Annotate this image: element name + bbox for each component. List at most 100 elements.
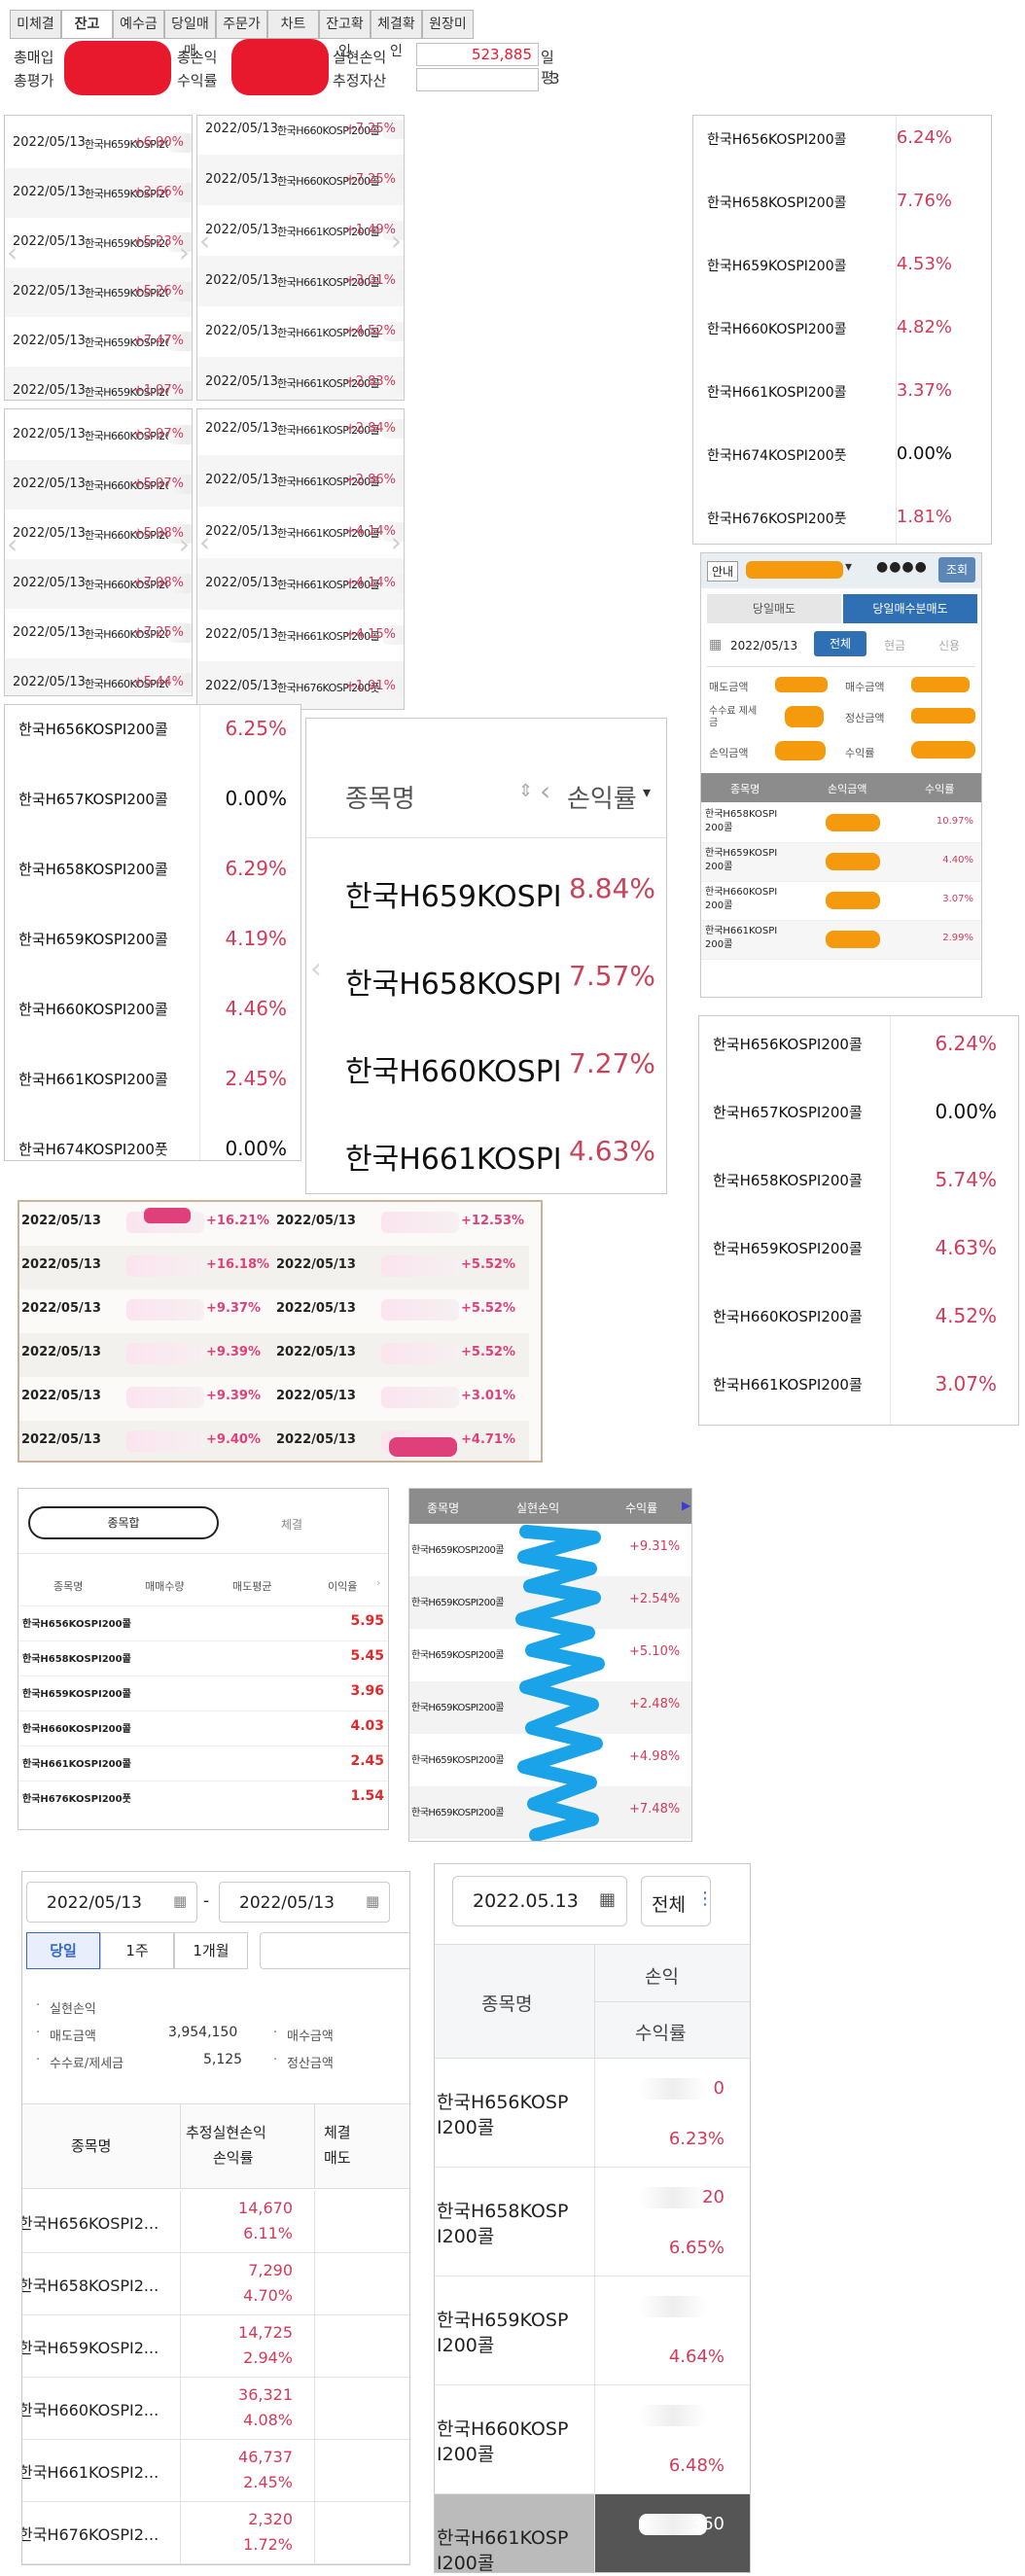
item-name: 한국H658KOSPI [345, 968, 562, 1002]
return-value: 1.81% [896, 507, 952, 527]
chevron-down-icon[interactable]: ▾ [845, 559, 853, 575]
calendar-icon[interactable]: ▦ [599, 1889, 617, 1910]
item-name: 한국H661KOSPI2... [21, 2463, 159, 2482]
total-eval-label: 총평가 [14, 72, 54, 89]
tab-balance[interactable]: 잔고 [61, 10, 113, 39]
table-row[interactable]: 한국H659KOSP I200콜 4.64% [435, 2276, 750, 2385]
calendar-icon[interactable]: ▦ [709, 637, 723, 653]
blurred-amount [168, 524, 192, 544]
chevron-right-icon[interactable]: › [376, 1576, 381, 1589]
tab-daily-trade[interactable]: 당일매매 [164, 10, 216, 59]
period-1month-button[interactable]: 1개월 [174, 1932, 248, 1969]
date-to-field[interactable]: 2022/05/13 ▦ [219, 1882, 390, 1923]
date-value[interactable]: 2022/05/13 [730, 639, 798, 653]
divider [594, 2001, 750, 2002]
item-name: 한국H661KOSPI200콜 [277, 377, 380, 390]
item-name: 한국H659KOSPI2... [21, 2339, 159, 2357]
blurred-amount [382, 322, 404, 341]
tab-unfilled[interactable]: 미체결 [10, 10, 61, 39]
tab-execution-check[interactable]: 체결확인 [371, 10, 422, 59]
sort-down-icon[interactable]: ▾ [643, 783, 652, 801]
item-name: 한국H660KOSPI200콜 [707, 322, 847, 337]
date-from-field[interactable]: 2022/05/13 ▦ [26, 1882, 197, 1923]
table-row[interactable]: 한국H658KOSPI 200콜 10.97% [701, 804, 981, 843]
notice-tag[interactable]: 안내 [707, 561, 739, 582]
header-name[interactable]: 종목명 [345, 785, 415, 814]
filter-dropdown[interactable]: 전체 ⋮ [641, 1876, 714, 1926]
chevron-right-icon[interactable]: › [178, 528, 190, 560]
table-row[interactable]: 한국H661KOSPI 200콜 2.99% [701, 921, 981, 960]
redaction-mark [826, 931, 880, 948]
table-row[interactable]: 한국H661KOSP I200콜 360 [435, 2494, 750, 2572]
tab-orderable[interactable]: 주문가능 [216, 10, 267, 59]
row-stripe [197, 454, 404, 507]
tab-daily-buy-sell[interactable]: 당일매수분매도 [843, 594, 977, 623]
scroll-right-icon[interactable]: ▶ [682, 1499, 691, 1512]
extra-filter-field[interactable] [260, 1932, 409, 1969]
period-1week-button[interactable]: 1주 [100, 1932, 174, 1969]
return-value: 6.25% [225, 717, 287, 740]
realized-value: 523,885 [471, 46, 532, 63]
trade-date: 2022/05/13 [205, 122, 278, 136]
calendar-icon[interactable]: ▦ [173, 1892, 188, 1910]
chevron-right-icon[interactable]: › [390, 225, 402, 257]
item-name: 한국H658KOSPI200콜 [22, 1654, 131, 1665]
tab-ledger[interactable]: 원장미체 [422, 10, 474, 59]
chevron-right-icon[interactable]: › [390, 526, 402, 558]
toggle-holdings[interactable]: 종목합 [28, 1506, 219, 1539]
chevron-left-icon[interactable]: ‹ [199, 225, 211, 257]
tab-deposit[interactable]: 예수금 [113, 10, 164, 39]
realized-value-field: 523,885 [416, 43, 539, 66]
chevron-left-icon[interactable]: ‹ [7, 528, 18, 560]
item-name: 한국H660KOSPI200콜 [277, 175, 380, 188]
query-button[interactable]: 조회 [938, 557, 975, 582]
item-name: 한국H659KOSPI200콜 [411, 1650, 505, 1661]
header-pnl: 손익 [645, 1966, 679, 1988]
table-row[interactable]: 한국H659KOSPI 200콜 4.40% [701, 843, 981, 882]
tab-daily-sell[interactable]: 당일매도 [707, 594, 841, 623]
password-mask[interactable]: ●●●● [876, 559, 928, 575]
trade-date: 2022/05/13 [13, 476, 86, 491]
redaction-mark [775, 741, 826, 760]
row-stripe [5, 459, 192, 510]
return-value: +7.25% [344, 122, 396, 136]
item-name-line1: 한국H656KOSP [437, 2092, 569, 2113]
chevron-left-icon[interactable]: ‹ [199, 526, 211, 558]
table-row[interactable]: 한국H656KOSP I200콜 0 6.23% [435, 2059, 750, 2168]
more-icon[interactable]: ⋮ [696, 1888, 714, 1909]
name-cell-bg [435, 2494, 594, 2572]
realized-label: 실현손익 [333, 49, 387, 66]
table-row[interactable]: 한국H658KOSP I200콜 20 6.65% [435, 2168, 750, 2276]
filter-cash-button[interactable]: 현금 [884, 639, 906, 653]
chevron-left-icon[interactable]: ‹ [7, 236, 18, 268]
return-value: 6.23% [668, 2129, 725, 2149]
right-edge-glyph: 3 [550, 70, 560, 88]
sort-icon[interactable]: ⇕ [518, 781, 534, 801]
trade-date: 2022/05/13 [13, 427, 86, 441]
header-rate: 수익률 [625, 1501, 658, 1515]
filter-credit-button[interactable]: 신용 [938, 639, 961, 653]
table-row[interactable]: 한국H660KOSPI 200콜 3.07% [701, 882, 981, 921]
return-list-panel-c: 한국H656KOSPI200콜 6.24% 한국H657KOSPI200콜 0.00%… [698, 1015, 1019, 1426]
pnl-by-item-panel: 2022.05.13 ▦ 전체 ⋮ 종목명 손익 수익률 한국H656KOSP I… [434, 1863, 751, 2573]
tab-chart[interactable]: 차트 [267, 10, 319, 39]
filter-all-button[interactable]: 전체 [814, 631, 866, 656]
table-row[interactable]: 한국H660KOSP I200콜 6.48% [435, 2385, 750, 2494]
period-today-button[interactable]: 당일 [26, 1932, 100, 1969]
item-name: 한국H658KOSPI200콜 [18, 861, 168, 878]
chevron-left-icon[interactable]: ‹ [310, 952, 322, 986]
header-rate[interactable]: 손익률 [567, 785, 637, 814]
tab-balance-check[interactable]: 잔고확인 [319, 10, 371, 59]
date-field[interactable]: 2022.05.13 ▦ [452, 1876, 627, 1926]
realized-label: 실현손익 [50, 2002, 96, 2017]
return-value: 4.52% [935, 1304, 997, 1327]
calendar-icon[interactable]: ▦ [366, 1892, 380, 1910]
item-name: 한국H659KOSPI200콜 [85, 386, 188, 399]
column-divider [890, 1016, 891, 1425]
return-value: 3.37% [896, 380, 952, 401]
chevron-right-icon[interactable]: › [178, 236, 190, 268]
header-rate: 수익률 [925, 783, 955, 795]
toggle-executions[interactable]: 체결 [281, 1518, 303, 1532]
item-name: 한국H661KOSPI200콜 [277, 276, 380, 289]
chevron-left-icon[interactable]: ‹ [540, 775, 551, 807]
